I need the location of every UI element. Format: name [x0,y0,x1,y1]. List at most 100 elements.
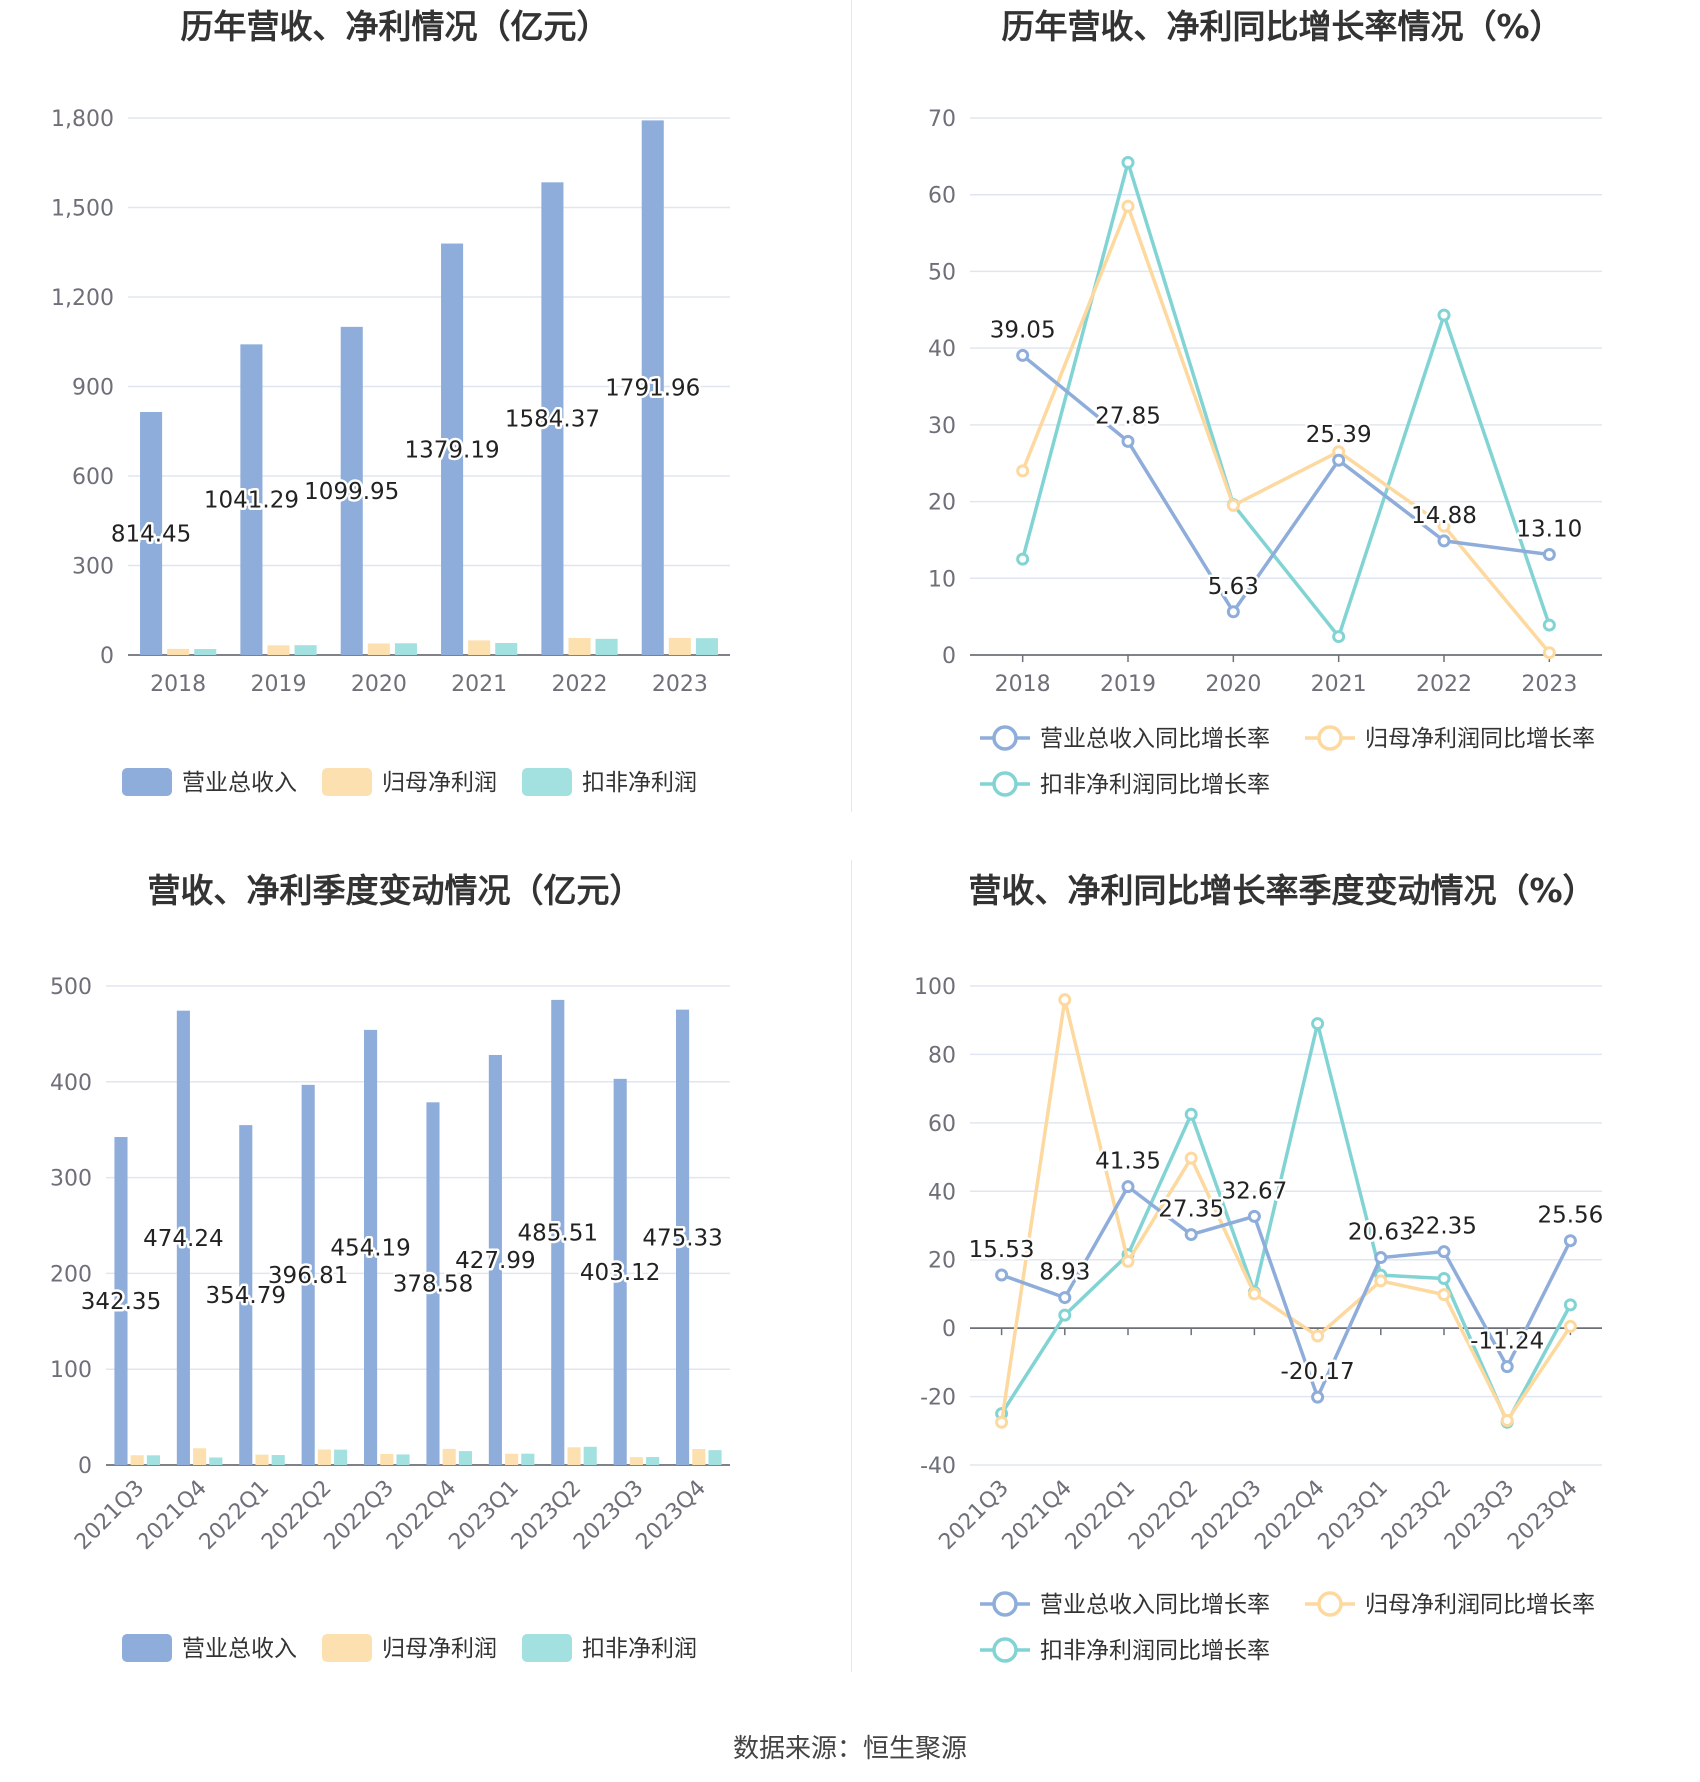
y-tick-label: 80 [928,1043,956,1068]
bar-revenue [676,1009,690,1465]
data-label: -11.24 [1470,1329,1544,1355]
y-tick-label: 60 [928,184,956,209]
legend-label: 营业总收入同比增长率 [1040,726,1270,752]
quarterly-amount-chart: 营收、净利季度变动情况（亿元） 0 100 200 300 400 500 2021Q3 202… [0,860,850,1720]
data-label: 32.67 [1221,1178,1287,1204]
y-tick-label: 900 [72,376,114,401]
data-label: 41.35 [1095,1149,1161,1175]
bar-deducted-profit [495,643,518,655]
y-tick-label: 300 [72,555,114,580]
data-point [1563,1234,1577,1248]
bar-revenue [441,243,464,655]
legend-label: 扣非净利润 [582,1636,697,1662]
annual-amount-chart-svg: 历年营收、净利情况（亿元） 0 300 600 900 1,200 1,500 1,800 20… [51,7,730,796]
data-point [1247,1209,1261,1223]
legend-label: 营业总收入同比增长率 [1040,1592,1270,1618]
bar-net-profit [267,645,290,655]
x-tick-label: 2023Q1 [1314,1476,1393,1555]
data-label: 25.56 [1537,1203,1603,1229]
bar-revenue [239,1125,253,1465]
legend-label: 营业总收入 [182,1636,297,1662]
bar-deducted-profit [294,645,317,655]
divider-bottom [851,860,852,1672]
y-tick-label: 500 [50,975,92,1000]
bar-revenue [140,412,163,655]
legend-swatch [322,768,372,796]
x-tick-label: 2023 [652,672,708,697]
legend-marker [992,1591,1018,1617]
data-label: 485.51 [518,1220,598,1246]
x-tick-label: 2019 [251,672,307,697]
y-tick-label: 50 [928,260,956,285]
bar-revenue [364,1029,378,1465]
data-source: 数据来源：恒生聚源 [732,1734,967,1764]
bar-net-profit [567,1447,581,1465]
legend-marker [1317,1591,1343,1617]
y-tick-label: 0 [942,1317,956,1342]
bar-deducted-profit [646,1457,660,1465]
legend-marker [992,771,1018,797]
bar-net-profit [568,637,591,655]
y-tick-label: -40 [920,1454,956,1479]
data-point [1016,552,1030,566]
legend-marker [992,1637,1018,1663]
data-label: 454.19 [330,1235,410,1261]
x-tick-label: 2021 [1311,672,1367,697]
x-tick-label: 2021Q3 [934,1476,1013,1555]
bar-net-profit [442,1448,456,1465]
data-point [995,1415,1009,1429]
bar-revenue [641,120,664,655]
bar-deducted-profit [146,1455,160,1465]
data-point [1311,1329,1325,1343]
x-tick-label: 2023Q3 [1440,1476,1519,1555]
bar-net-profit [193,1448,207,1465]
bar-net-profit [367,643,390,655]
series-line-net-profit-growth [1021,204,1551,654]
data-label: 475.33 [642,1225,722,1251]
x-tick-label: 2023Q4 [632,1476,711,1555]
data-point [1437,519,1451,533]
data-label: 39.05 [990,317,1056,343]
data-point [1121,199,1135,213]
bar-deducted-profit [583,1446,597,1465]
data-label: 14.88 [1411,503,1477,529]
data-point [1437,1288,1451,1302]
bar-revenue [114,1137,128,1465]
data-point [1016,464,1030,478]
data-label: -20.17 [1281,1359,1355,1385]
bar-revenue [541,182,564,655]
data-label: 1791.96 [605,376,700,402]
bar-revenue [426,1102,440,1465]
data-label: 1584.37 [505,407,600,433]
bar-deducted-profit [458,1451,472,1465]
bar-revenue [240,344,263,655]
y-tick-label: 200 [50,1262,92,1287]
data-point [995,1268,1009,1282]
y-tick-label: 0 [942,644,956,669]
bar-net-profit [167,648,190,655]
data-point [1184,1228,1198,1242]
x-tick-label: 2021Q4 [998,1476,1077,1555]
bar-revenue [551,999,565,1465]
quarterly-growth-chart: 营收、净利同比增长率季度变动情况（%） -40 -20 0 20 40 60 80 100 202… [850,860,1700,1720]
chart-title: 历年营收、净利同比增长率情况（%） [1001,7,1562,46]
legend-label: 归母净利润同比增长率 [1365,1592,1595,1618]
x-tick-label: 2023Q4 [1503,1476,1582,1555]
data-label: 403.12 [580,1260,660,1286]
data-label: 1041.29 [204,488,299,514]
x-tick-label: 2019 [1100,672,1156,697]
data-label: 27.85 [1095,403,1161,429]
x-tick-label: 2020 [351,672,407,697]
bar-net-profit [468,640,491,655]
bar-net-profit [505,1453,519,1465]
y-tick-label: 400 [50,1071,92,1096]
bar-revenue [488,1054,502,1465]
data-label: 474.24 [143,1226,223,1252]
data-point [1016,348,1030,362]
data-label: 1379.19 [405,437,500,463]
data-label: 814.45 [111,522,191,548]
annual-growth-chart: 历年营收、净利同比增长率情况（%） 0 10 20 30 40 50 60 70 2018 2019… [850,0,1700,860]
data-label: 427.99 [455,1248,535,1274]
annual-growth-chart-svg: 历年营收、净利同比增长率情况（%） 0 10 20 30 40 50 60 70 2018 2019… [928,7,1602,798]
y-tick-label: 40 [928,1180,956,1205]
